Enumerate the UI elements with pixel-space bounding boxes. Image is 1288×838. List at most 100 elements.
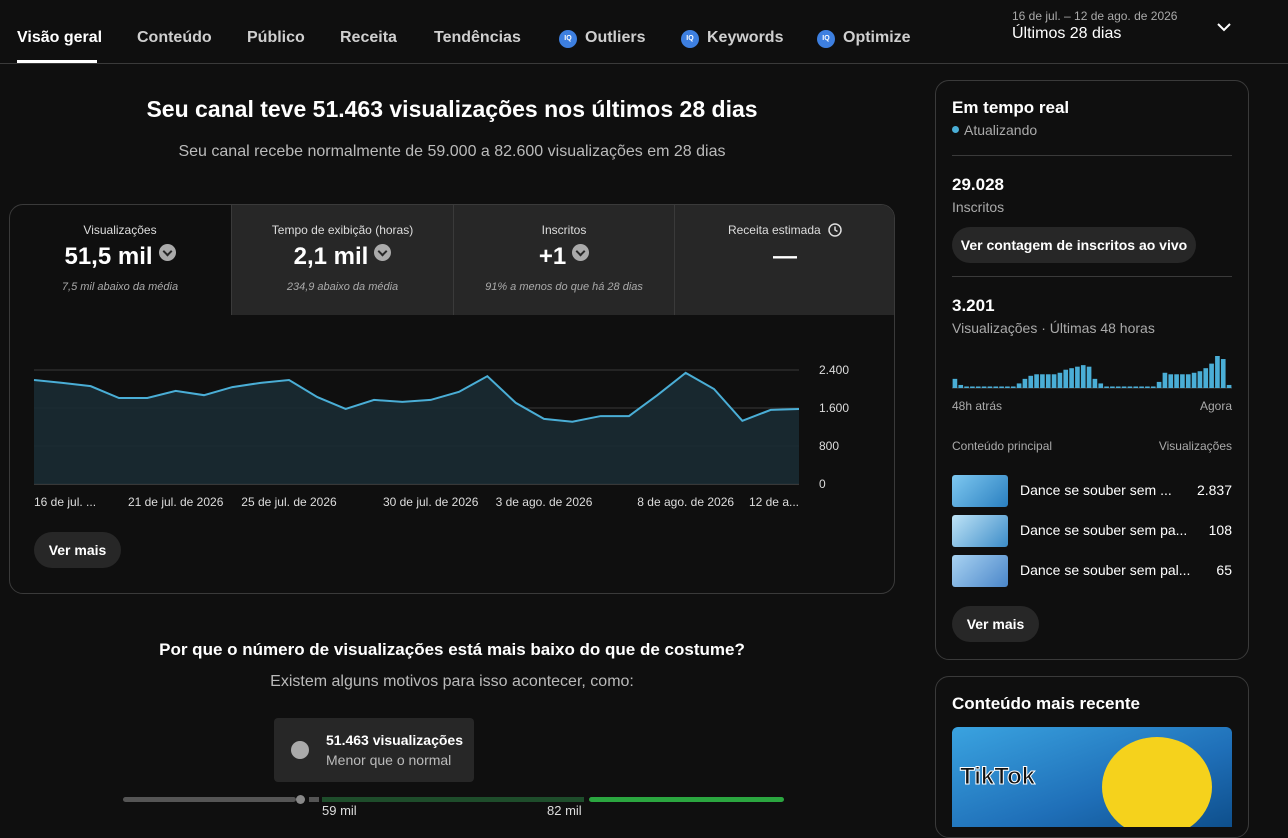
metric-tab[interactable]: Inscritos +1 91% a menos do que há 28 di… — [453, 205, 674, 315]
bar — [952, 378, 958, 388]
metric-note: 7,5 mil abaixo da média — [61, 281, 179, 293]
bar — [958, 384, 964, 388]
metric-tab[interactable]: Receita estimada — — [674, 205, 895, 315]
overview-card — [9, 204, 895, 594]
tab[interactable]: Receita — [340, 29, 397, 46]
bar — [1098, 383, 1104, 388]
x-tick-label: 30 de jul. de 2026 — [383, 495, 479, 509]
period[interactable]: Últimos 28 dias — [1012, 25, 1122, 42]
range-low-label: 59 mil — [322, 803, 357, 818]
bar — [1150, 386, 1156, 388]
clock-icon — [828, 223, 842, 237]
bar — [1080, 365, 1086, 388]
realtime-card — [935, 80, 1249, 660]
insight-question: Por que o número de visualizações está m… — [159, 640, 745, 659]
bar — [1197, 371, 1203, 388]
tab[interactable]: Visão geral — [17, 29, 103, 46]
bar — [1040, 374, 1045, 388]
metric-value: — — [773, 243, 797, 270]
video-thumbnail[interactable] — [952, 515, 1008, 547]
metric-tab[interactable]: Visualizações 51,5 mil 7,5 mil abaixo da… — [10, 205, 230, 315]
bar — [1156, 381, 1162, 388]
y-tick-label: 0 — [819, 477, 826, 491]
date-range: 16 de jul. – 12 de ago. de 2026 — [1012, 9, 1178, 23]
bar — [1022, 378, 1028, 388]
headline: Seu canal teve 51.463 visualizações nos … — [146, 96, 758, 122]
realtime-status: Atualizando — [964, 122, 1038, 138]
chevron — [1217, 23, 1231, 32]
bar — [1133, 386, 1139, 388]
bar — [1209, 363, 1214, 388]
down-icon — [572, 244, 590, 261]
bar — [1174, 374, 1179, 388]
status-dot — [952, 126, 959, 133]
bar — [987, 386, 993, 388]
bar — [1121, 386, 1127, 388]
line-chart: 0 800 1.600 2.400 16 de jul. ... 21 de jul. d… — [33, 363, 849, 509]
metric-tab[interactable]: Tempo de exibição (horas) 2,1 mil 234,9 … — [231, 205, 453, 315]
video-thumbnail[interactable] — [952, 475, 1008, 507]
video-title[interactable]: Dance se souber sem pa... — [1020, 522, 1188, 538]
bar — [1086, 366, 1092, 388]
insight-card-title: 51.463 visualizações — [326, 732, 463, 748]
realtime-title: Em tempo real — [952, 98, 1070, 117]
range-high-label: 82 mil — [547, 803, 582, 818]
bar — [999, 386, 1004, 388]
metric-note: 91% a menos do que há 28 dias — [485, 281, 643, 293]
bar — [1180, 374, 1185, 388]
metric-number: 2,1 mil — [293, 243, 369, 270]
range-above — [589, 797, 784, 802]
bar — [1110, 386, 1115, 388]
down-icon — [374, 244, 392, 261]
divider — [952, 155, 1232, 156]
down-icon — [291, 741, 309, 759]
metric-number: 51,5 mil — [64, 243, 153, 270]
bar — [1057, 372, 1063, 388]
tab-badge: IQ — [681, 30, 699, 48]
bar — [1162, 372, 1168, 388]
line-area — [34, 372, 799, 484]
x-tick-label: 8 de ago. de 2026 — [637, 495, 734, 509]
bar — [1034, 374, 1039, 388]
tab[interactable]: Público — [247, 29, 305, 46]
latest-title: Conteúdo mais recente — [952, 694, 1140, 713]
tab[interactable]: Optimize — [843, 29, 911, 46]
tab[interactable]: Outliers — [585, 29, 646, 46]
bar — [1145, 386, 1150, 388]
dropdown-icon[interactable] — [1215, 20, 1233, 34]
tab[interactable]: Conteúdo — [137, 29, 212, 46]
insight-intro: Existem alguns motivos para isso acontec… — [270, 673, 634, 690]
tab[interactable]: Keywords — [707, 29, 784, 46]
see-more-button[interactable]: Ver mais — [34, 532, 121, 568]
live-count-button[interactable]: Ver contagem de inscritos ao vivo — [952, 227, 1196, 263]
clock-face — [828, 223, 842, 237]
tab[interactable]: Tendências — [434, 29, 521, 46]
metric-number: +1 — [538, 243, 567, 270]
clock-hands — [834, 226, 838, 233]
metric-value: 2,1 mil — [232, 243, 453, 271]
views-count: 3.201 — [952, 296, 995, 315]
bar — [964, 386, 969, 388]
range-gap — [309, 797, 319, 802]
range-marker — [296, 795, 305, 804]
bar — [1215, 356, 1220, 388]
subscriber-label: Inscritos — [952, 199, 1005, 215]
video-thumbnail[interactable] — [952, 555, 1008, 587]
realtime-bar-chart: 48h atrás Agora — [952, 356, 1232, 413]
video-title[interactable]: Dance se souber sem ... — [1020, 482, 1172, 498]
x-tick-label: 25 de jul. de 2026 — [241, 495, 337, 509]
page: { "nav": { "tabs": ["Visão geral", "Cont… — [0, 0, 1288, 814]
tab-badge: IQ — [559, 30, 577, 48]
x-tick-label: 21 de jul. de 2026 — [128, 495, 224, 509]
thumbnail-text: TikTok — [959, 763, 1036, 791]
x-tick-label: 16 de jul. ... — [34, 495, 96, 509]
bar — [1168, 374, 1174, 388]
metric-value: +1 — [454, 243, 674, 271]
views-label: Visualizações · Últimas 48 horas — [952, 320, 1155, 336]
metric-label: Tempo de exibição (horas) — [271, 223, 414, 237]
video-title[interactable]: Dance se souber sem pal... — [1020, 562, 1191, 578]
bar — [1069, 368, 1074, 388]
latest-thumbnail[interactable]: TikTok — [952, 727, 1232, 827]
see-more-button[interactable]: Ver mais — [952, 606, 1039, 642]
x-label: Agora — [1200, 399, 1232, 413]
